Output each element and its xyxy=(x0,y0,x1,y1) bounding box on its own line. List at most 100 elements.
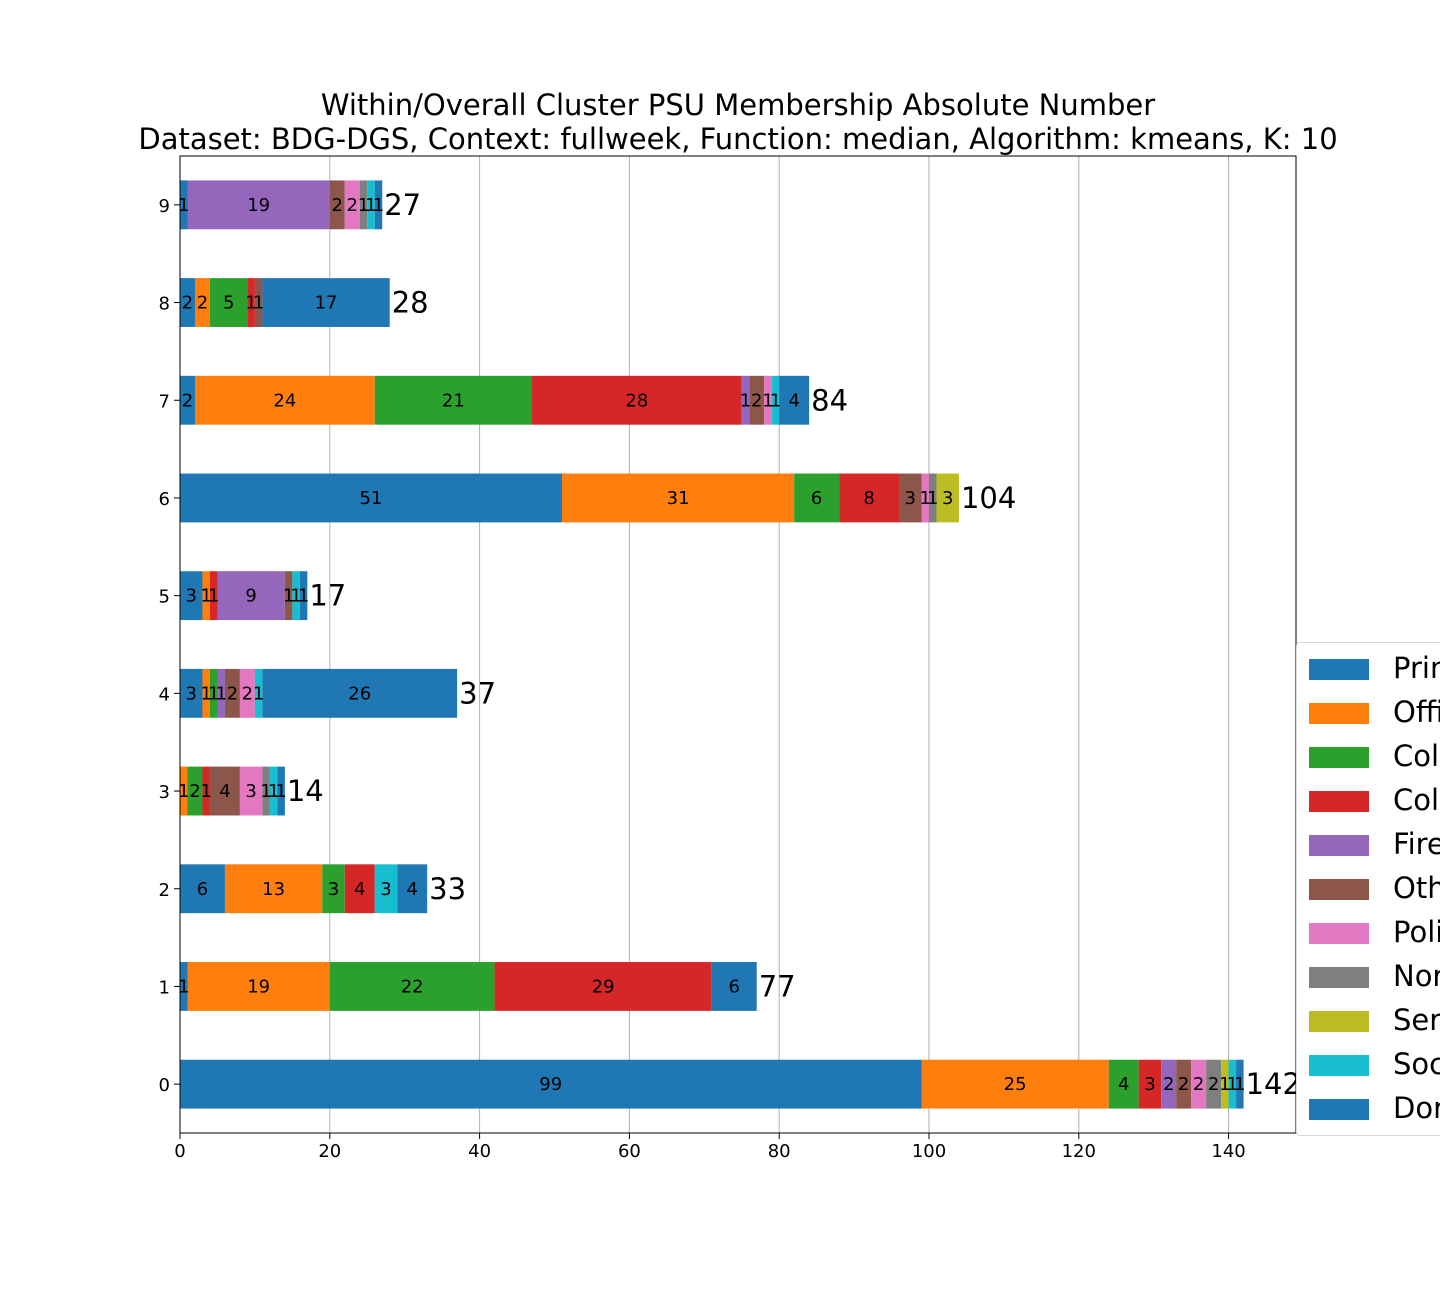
bar-segment xyxy=(209,668,218,718)
bar-segment xyxy=(1206,1059,1222,1109)
legend-swatch xyxy=(1309,703,1369,724)
segment-value-label: 13 xyxy=(262,879,285,900)
legend-label: Poli xyxy=(1393,915,1440,949)
segment-value-label: 21 xyxy=(442,390,465,411)
x-tick-label: 120 xyxy=(1062,1141,1096,1162)
segment-value-label: 6 xyxy=(729,976,740,997)
segment-value-label: 22 xyxy=(401,976,424,997)
bar-segment xyxy=(202,766,210,816)
bar-total-label: 142 xyxy=(1246,1067,1301,1101)
bar-segment xyxy=(180,375,195,425)
bar-total-label: 27 xyxy=(384,188,421,222)
segment-value-label: 1 xyxy=(260,781,271,802)
segment-value-label: 1 xyxy=(200,683,211,704)
segment-value-label: 1 xyxy=(208,683,219,704)
segment-value-label: 2 xyxy=(197,293,208,314)
bar-segment xyxy=(344,180,360,230)
segment-value-label: 29 xyxy=(592,976,615,997)
bar-segment xyxy=(180,473,562,523)
segment-value-label: 2 xyxy=(1208,1074,1219,1095)
segment-value-label: 99 xyxy=(539,1074,562,1095)
bar-segment xyxy=(239,668,255,718)
bar-segment xyxy=(217,668,225,718)
bar-segment xyxy=(269,766,278,816)
y-tick-label: 5 xyxy=(159,587,170,608)
segment-value-label: 4 xyxy=(406,879,417,900)
bar-total-label: 28 xyxy=(392,286,429,320)
legend-swatch xyxy=(1309,1011,1369,1032)
bar-segment xyxy=(322,864,345,914)
bar-segment xyxy=(224,864,323,914)
bar-segment xyxy=(209,571,218,621)
bar-segment xyxy=(209,766,240,816)
bar-segment xyxy=(779,375,810,425)
segment-value-label: 1 xyxy=(762,390,773,411)
bar-segment xyxy=(329,180,345,230)
legend-label: Col xyxy=(1393,739,1440,773)
segment-value-label: 2 xyxy=(227,683,238,704)
bar-segment xyxy=(494,962,712,1011)
segment-value-label: 26 xyxy=(348,683,371,704)
segment-value-label: 3 xyxy=(905,488,916,509)
bar-segment xyxy=(561,473,795,523)
segment-value-label: 1 xyxy=(178,195,189,216)
y-tick-label: 3 xyxy=(159,782,170,803)
bar-segment xyxy=(180,1059,922,1109)
legend-label: Oth xyxy=(1393,871,1440,905)
segment-value-label: 1 xyxy=(178,781,189,802)
segment-value-label: 1 xyxy=(268,781,279,802)
legend-swatch xyxy=(1309,1099,1369,1120)
segment-value-label: 25 xyxy=(1004,1074,1027,1095)
x-tick-label: 100 xyxy=(912,1141,946,1162)
bar-total-label: 17 xyxy=(309,579,346,613)
segment-value-label: 31 xyxy=(667,488,690,509)
segment-value-label: 2 xyxy=(751,390,762,411)
bar-segment xyxy=(277,766,285,816)
y-tick-label: 6 xyxy=(159,489,170,510)
x-tick-label: 60 xyxy=(618,1141,641,1162)
segment-value-label: 1 xyxy=(245,293,256,314)
segment-value-label: 3 xyxy=(328,879,339,900)
segment-value-label: 1 xyxy=(178,976,189,997)
segment-value-label: 1 xyxy=(365,195,376,216)
bar-segment xyxy=(928,473,937,523)
legend-label: Prim xyxy=(1393,651,1440,685)
bar-total-label: 14 xyxy=(287,774,324,808)
segment-value-label: 51 xyxy=(360,488,383,509)
legend-label: Col xyxy=(1393,783,1440,817)
bar-segment xyxy=(532,375,742,425)
bar-segment xyxy=(180,668,203,718)
segment-value-label: 1 xyxy=(253,293,264,314)
bar-segment xyxy=(284,571,293,621)
bar-segment xyxy=(187,962,330,1011)
bar-segment xyxy=(209,278,248,327)
bar-segment xyxy=(1108,1059,1139,1109)
segment-value-label: 3 xyxy=(186,586,197,607)
bar-segment xyxy=(374,375,533,425)
x-tick-label: 40 xyxy=(468,1141,491,1162)
legend: Prim Offi Col Col Fire Oth Poli Nor Ser Soc Dor xyxy=(1296,642,1440,1136)
legend-swatch xyxy=(1309,659,1369,680)
bar-segment xyxy=(180,766,188,816)
y-tick-label: 9 xyxy=(159,196,170,217)
legend-swatch xyxy=(1309,967,1369,988)
segment-value-label: 1 xyxy=(253,683,264,704)
bar-segment xyxy=(262,668,458,718)
bar-segment xyxy=(187,766,203,816)
bar-segment xyxy=(247,278,255,327)
segment-value-label: 3 xyxy=(186,683,197,704)
segment-value-label: 9 xyxy=(245,586,256,607)
bar-segment xyxy=(1221,1059,1229,1109)
bar-segment xyxy=(187,180,330,230)
bar-segment xyxy=(180,571,203,621)
bar-segment xyxy=(344,864,375,914)
legend-swatch xyxy=(1309,879,1369,900)
y-tick-label: 1 xyxy=(159,977,170,998)
bar-segment xyxy=(194,278,210,327)
bar-total-label: 104 xyxy=(961,481,1016,515)
legend-label: Nor xyxy=(1393,959,1440,993)
bar-segment xyxy=(217,571,285,621)
y-tick-label: 2 xyxy=(159,880,170,901)
